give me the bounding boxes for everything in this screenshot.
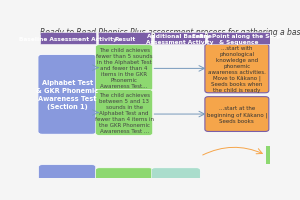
Text: The child achieves
between 5 and 13
sounds in the
Alphabet Test and
fewer than 4: The child achieves between 5 and 13 soun…: [94, 93, 154, 133]
FancyBboxPatch shape: [152, 168, 200, 180]
Text: Result: Result: [114, 37, 135, 42]
FancyBboxPatch shape: [39, 165, 96, 180]
Text: Ready to Read Phonics Plus assessment process for gathering a baseline and subse: Ready to Read Phonics Plus assessment pr…: [40, 28, 300, 37]
FancyBboxPatch shape: [96, 46, 153, 91]
FancyBboxPatch shape: [207, 33, 270, 45]
Text: ...start with
phonological
knowledge and
phonemic
awareness activities.
Move to : ...start with phonological knowledge and…: [208, 45, 266, 93]
FancyBboxPatch shape: [96, 168, 153, 180]
FancyBboxPatch shape: [205, 45, 269, 93]
FancyBboxPatch shape: [205, 97, 269, 132]
Text: Baseline Assessment Activity: Baseline Assessment Activity: [19, 37, 117, 42]
Text: The child achieves
fewer than 5 sounds
in the Alphabet Test
and fewer than 4
ite: The child achieves fewer than 5 sounds i…: [96, 48, 152, 89]
Text: ...start at the
beginning of Kākano |
Seeds books: ...start at the beginning of Kākano | Se…: [207, 106, 267, 123]
Text: Entry Point along the Scope
& Sequence: Entry Point along the Scope & Sequence: [192, 34, 285, 44]
Text: Additional Baseline
Assessment Activity: Additional Baseline Assessment Activity: [146, 34, 213, 44]
FancyBboxPatch shape: [266, 146, 270, 164]
FancyBboxPatch shape: [38, 55, 96, 135]
FancyBboxPatch shape: [40, 33, 96, 45]
Text: Alphabet Test
& GKR Phonemic
Awareness Test
(Section 1): Alphabet Test & GKR Phonemic Awareness T…: [36, 80, 98, 110]
FancyBboxPatch shape: [154, 33, 205, 45]
FancyBboxPatch shape: [98, 33, 152, 45]
FancyBboxPatch shape: [96, 90, 153, 136]
